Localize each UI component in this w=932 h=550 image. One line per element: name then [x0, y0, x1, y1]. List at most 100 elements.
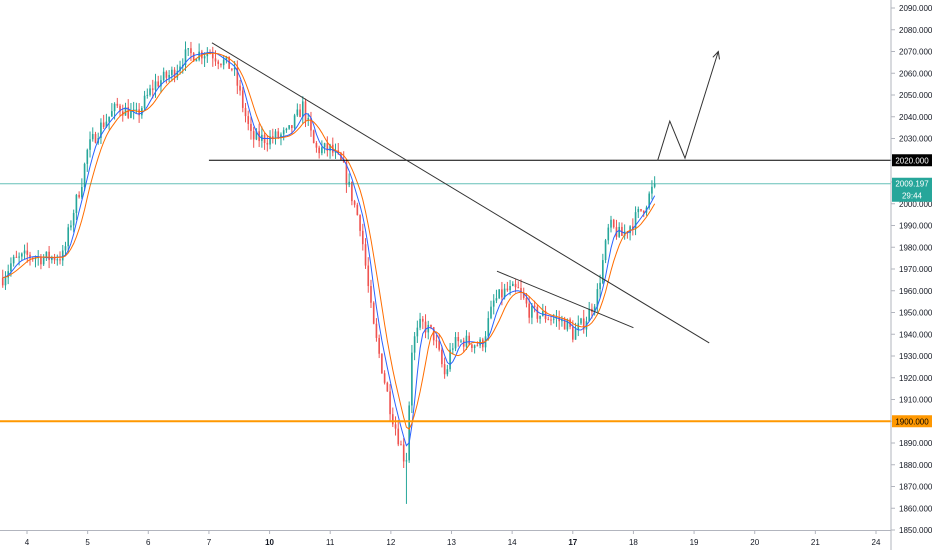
- y-tick-label: 1940.000: [899, 330, 932, 339]
- candle-body: [21, 253, 23, 257]
- candle-body: [476, 345, 479, 347]
- candle-body: [26, 250, 29, 255]
- candle-body: [602, 260, 604, 283]
- candle-body: [7, 271, 10, 278]
- candle-body: [94, 133, 97, 143]
- candle-body: [56, 259, 59, 261]
- candle-body: [517, 287, 520, 289]
- support-tag: 1900.000: [895, 417, 929, 426]
- candle-body: [12, 256, 15, 264]
- candle-body: [105, 121, 108, 127]
- y-tick-label: 1960.000: [899, 287, 932, 296]
- candle-body: [23, 250, 26, 254]
- candle-body: [345, 162, 348, 185]
- candle-body: [154, 81, 157, 90]
- candle-body: [1, 277, 4, 286]
- support-tag-bg: [892, 415, 932, 428]
- candle-body: [318, 147, 320, 154]
- x-tick-label: 19: [690, 538, 699, 547]
- y-tick-label: 2040.000: [899, 113, 932, 122]
- y-tick-label: 1920.000: [899, 374, 932, 383]
- candle-body: [274, 131, 277, 139]
- candle-body: [490, 306, 492, 319]
- candle-body: [220, 63, 222, 66]
- candle-body: [501, 289, 503, 298]
- candle-body: [552, 318, 555, 320]
- candle-body: [563, 319, 566, 330]
- candle-body: [124, 107, 127, 116]
- candle-body: [271, 136, 274, 139]
- candle-body: [192, 53, 195, 62]
- time-axis[interactable]: 4 5 6 7 10 11 12 13 14 17 18 19 20 21 24: [25, 530, 881, 547]
- candle-body: [471, 344, 473, 349]
- candle-body: [427, 324, 430, 333]
- candle-body: [607, 227, 610, 241]
- x-tick-label: 13: [447, 538, 456, 547]
- candle-body: [236, 67, 239, 86]
- candle-body: [596, 289, 599, 307]
- candle-body: [525, 297, 528, 304]
- candle-body: [509, 286, 511, 291]
- candle-body: [29, 254, 31, 259]
- candle-body: [411, 352, 413, 406]
- candle-body: [604, 240, 607, 261]
- candle-body: [397, 428, 400, 445]
- candle-body: [381, 353, 383, 374]
- candle-body: [266, 142, 269, 145]
- candle-body: [299, 109, 301, 118]
- x-tick-label: 17: [568, 538, 577, 547]
- y-tick-label: 2060.000: [899, 69, 932, 78]
- candle-body: [225, 56, 228, 60]
- candle-body: [165, 71, 168, 78]
- candle-body: [244, 107, 247, 117]
- candle-body: [413, 336, 416, 353]
- candle-body: [18, 256, 20, 258]
- candle-body: [51, 257, 53, 261]
- x-tick-label: 24: [872, 538, 881, 547]
- x-tick-label: 14: [508, 538, 517, 547]
- candle-body: [454, 337, 457, 349]
- candle-body: [111, 111, 113, 117]
- candle-body: [81, 186, 83, 198]
- candle-body: [520, 287, 522, 293]
- candle-body: [356, 204, 359, 216]
- candle-body: [187, 48, 190, 50]
- candle-body: [321, 147, 323, 154]
- projection-path: [657, 51, 719, 161]
- candle-body: [498, 289, 500, 299]
- candle-body: [195, 59, 198, 62]
- candle-body: [378, 337, 380, 354]
- current-price-tag-bg: [892, 177, 932, 202]
- candle-body: [102, 122, 105, 127]
- candle-body: [222, 59, 225, 66]
- candle-body: [542, 311, 544, 316]
- x-tick-label: 11: [326, 538, 335, 547]
- candle-body: [312, 130, 315, 144]
- candle-body: [269, 136, 271, 145]
- candle-body: [419, 318, 421, 328]
- candle-body: [473, 345, 476, 349]
- candle-body: [146, 94, 149, 96]
- candle-body: [288, 125, 290, 129]
- candle-body: [460, 340, 462, 342]
- candle-body: [203, 56, 206, 59]
- candle-body: [389, 391, 391, 415]
- candle-body: [353, 201, 356, 205]
- drawings-layer: [0, 42, 891, 423]
- candle-body: [329, 144, 331, 151]
- candle-body: [449, 349, 451, 370]
- candle-body: [151, 88, 154, 90]
- slow-ma: [2, 52, 656, 430]
- candle-body: [612, 219, 615, 228]
- candle-body: [241, 90, 244, 108]
- x-tick-label: 12: [386, 538, 395, 547]
- candle-body: [438, 340, 440, 350]
- candle-body: [301, 101, 304, 118]
- candle-body: [618, 226, 621, 237]
- candle-body: [149, 88, 151, 95]
- candle-body: [15, 256, 18, 258]
- y-tick-label: 1950.000: [899, 309, 932, 318]
- candle-body: [386, 382, 389, 392]
- candle-body: [582, 318, 585, 330]
